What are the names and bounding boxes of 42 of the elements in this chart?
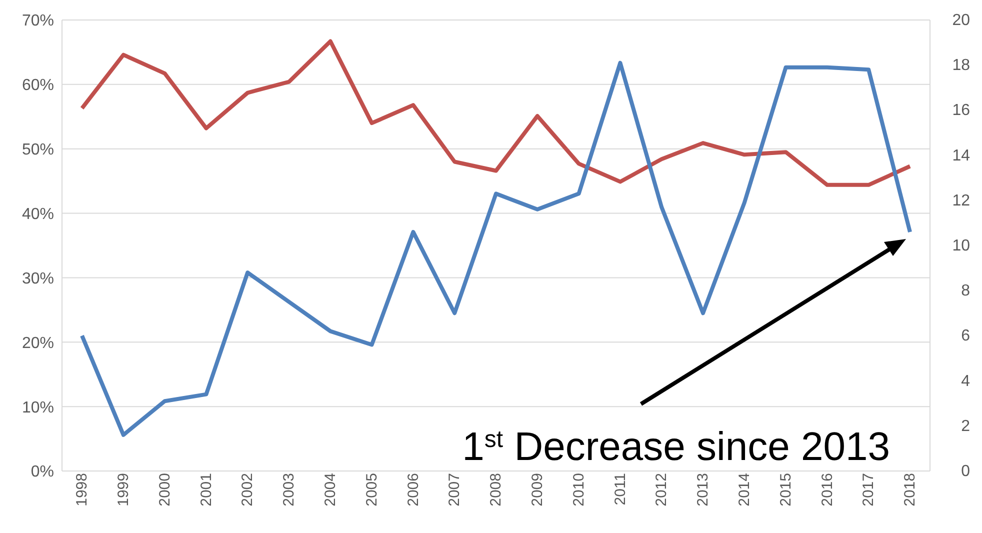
y2-tick-label: 16 xyxy=(952,102,970,120)
y-tick-label: 70% xyxy=(22,12,54,30)
x-tick-label: 2001 xyxy=(198,473,215,506)
y-tick-label: 60% xyxy=(22,77,54,94)
y2-tick-label: 6 xyxy=(961,328,970,345)
y2-tick-label: 12 xyxy=(952,192,970,210)
annotation: 1$^{st}$ Decrease since 2013 xyxy=(462,425,890,469)
x-tick-label: 2003 xyxy=(280,473,298,506)
x-tick-label: 2015 xyxy=(777,473,794,506)
x-tick-label: 2011 xyxy=(612,473,629,506)
x-tick-label: 2002 xyxy=(239,473,256,506)
x-tick-label: 2000 xyxy=(156,473,174,506)
y2-tick-label: 2 xyxy=(961,418,970,435)
x-tick-label: 2018 xyxy=(902,473,919,506)
x-tick-label: 2017 xyxy=(860,473,878,506)
line-series xyxy=(80,39,912,187)
x-tick-label: 2010 xyxy=(570,473,588,506)
x-tick-label: 2013 xyxy=(694,473,712,506)
y-tick-label: 50% xyxy=(22,142,54,159)
x-tick-label: 2006 xyxy=(404,473,422,506)
x-tick-label: 2014 xyxy=(736,473,754,506)
x-tick-label: 2016 xyxy=(818,473,836,506)
y2-tick-label: 8 xyxy=(961,282,970,300)
y2-tick-label: 10 xyxy=(952,238,970,254)
y2-tick-label: 18 xyxy=(952,57,970,74)
y2-tick-label: 4 xyxy=(961,372,970,390)
y-tick-label: 40% xyxy=(22,206,54,223)
x-tick-label: 2004 xyxy=(322,473,340,506)
x-tick-label: 2012 xyxy=(653,473,670,506)
y2-tick-label: 20 xyxy=(952,12,970,29)
y-tick-label: 20% xyxy=(22,334,54,352)
x-tick-label: 1999 xyxy=(115,473,132,506)
x-tick-label: 2008 xyxy=(488,473,505,506)
x-tick-label: 1998 xyxy=(74,473,91,506)
x-tick-label: 2005 xyxy=(363,473,380,506)
y-tick-label: 0% xyxy=(30,464,54,481)
x-tick-label: 2007 xyxy=(446,473,464,506)
y-tick-label: 10% xyxy=(22,399,54,416)
y2-tick-label: 14 xyxy=(952,147,970,164)
x-tick-label: 2009 xyxy=(529,473,546,506)
y2-tick-label: 0 xyxy=(961,463,970,480)
y-tick-label: 30% xyxy=(22,270,54,288)
